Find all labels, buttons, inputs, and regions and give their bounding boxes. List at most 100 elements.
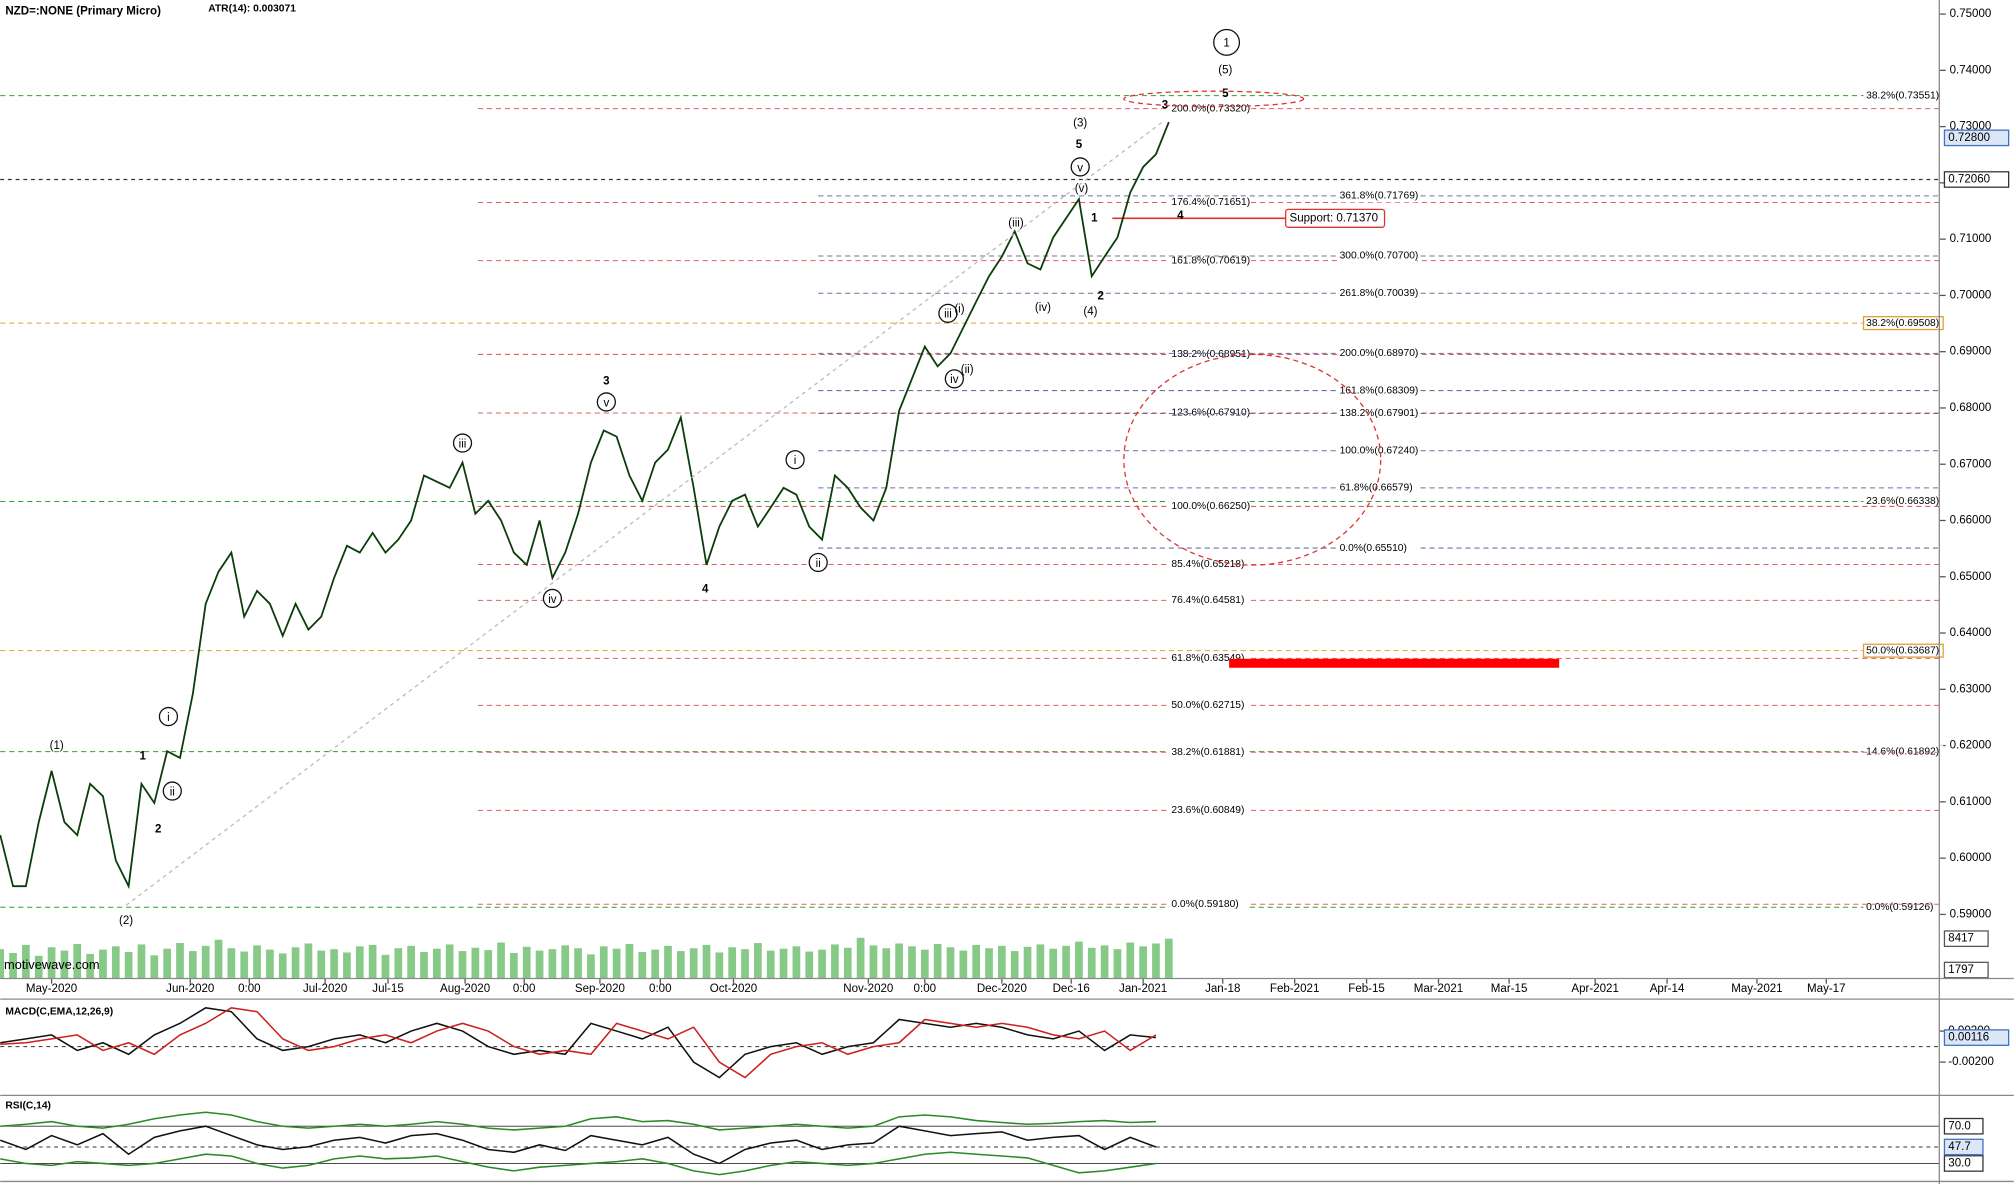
target-ellipse [1123,353,1382,566]
fib-label-bg [1337,346,1417,360]
volume-bar [574,948,582,979]
volume-bar [638,952,647,979]
volume-tick-label: 8417 [1948,933,1974,945]
wave-label: i [794,455,797,467]
volume-bar [664,945,672,979]
wave-label: 1 [140,750,147,762]
fib-label: 50.0%(0.63687) [1866,645,1939,656]
volume-bar [599,946,608,979]
volume-bar [266,949,274,979]
fib-label-bg [1862,316,1944,331]
wave-label: 5 [1222,88,1229,100]
panel-title: MACD(C,EMA,12,26,9) [5,1007,113,1018]
support-box [1285,208,1386,228]
volume-bar [805,951,814,979]
volume-bar [561,945,570,979]
fib-label-bg [1863,89,1944,103]
fib-label: 138.2%(0.67901) [1340,408,1419,419]
wave-circle [808,552,828,573]
fib-label-bg [1168,558,1249,571]
wave-label: iv [950,374,959,386]
volume-bar [34,955,43,979]
wave-label: 5 [1076,139,1083,151]
fib-label-bg [1863,495,1944,508]
wave-label: (4) [1083,306,1097,318]
indicator-line [0,1151,1157,1176]
x-tick-label: Nov-2020 [843,983,893,995]
volume-bar [625,943,634,979]
wave-label: 2 [1098,291,1104,303]
wave-label: 2 [155,824,161,836]
volume-bar [330,949,338,979]
fib-label-bg [1337,189,1417,203]
volume-bar [779,948,788,979]
fib-label: 0.0%(0.59180) [1171,899,1238,910]
x-tick-label: Feb-15 [1348,983,1385,995]
wave-label: (i) [954,304,964,316]
volume-bar [445,944,454,979]
fib-label-bg [1168,593,1249,607]
fib-label: 176.4%(0.71651) [1171,197,1250,208]
volume-bar [548,949,557,979]
x-tick-label: 0:00 [914,983,936,995]
target-zone [1229,658,1560,668]
volume-bar [1139,946,1147,979]
volume-bar [612,948,621,979]
y-tick-label: 0.69000 [1950,346,1992,358]
fib-label: 300.0%(0.70700) [1340,251,1419,262]
wave-circle [158,706,179,727]
volume-bar [1126,942,1135,979]
wave-label: v [603,397,609,409]
volume-bar [214,939,223,979]
volume-bar [895,943,903,979]
wave-circle [938,303,958,323]
fib-label: 0.0%(0.65510) [1340,543,1407,554]
fib-label-bg [1863,745,1944,759]
volume-bar [792,946,801,979]
volume-bar [1075,941,1083,979]
volume-bar [882,948,891,979]
target-ellipse [1123,90,1305,108]
volume-bar [47,947,56,979]
volume-bar [587,954,595,979]
price-line [0,121,1170,890]
volume-bar [471,947,480,979]
fib-label: 361.8%(0.71769) [1340,191,1419,202]
panel-title: RSI(C,14) [5,1100,51,1111]
wave-label: 4 [1177,210,1184,222]
x-tick-label: Jan-18 [1205,983,1240,995]
wave-label: iii [944,309,952,321]
volume-bar [1152,943,1160,979]
volume-bar [381,954,390,979]
wave-circle [1213,28,1241,56]
volume-bar [843,947,852,979]
wave-circle [162,781,182,801]
y-tick-label: 0.60000 [1950,852,1992,864]
volume-bar [754,943,762,979]
wave-label: 1 [1223,38,1229,50]
volume-bar [920,949,929,979]
last-value-label: 0.00116 [1948,1032,1989,1044]
x-tick-label: Apr-14 [1650,983,1685,995]
volume-bar [163,948,172,979]
volume-bar [535,950,544,979]
indicator-line [0,1007,1157,1079]
wave-label: 4 [702,583,709,595]
y-tick-label: 0.63000 [1950,683,1992,695]
wave-circle [542,588,563,609]
volume-bar [1036,944,1045,979]
fib-label: 0.0%(0.59126) [1866,902,1933,913]
x-tick-label: Mar-2021 [1414,983,1463,995]
volume-tick-box [1943,961,1989,979]
fib-label: 61.8%(0.63549) [1171,653,1244,664]
wave-label: (iv) [1035,302,1051,314]
fib-label: 138.2%(0.68951) [1171,349,1250,360]
y-tick-label: 0.59000 [1950,908,1992,920]
wave-label: v [1077,162,1083,174]
volume-bar [818,949,826,979]
volume-bar [497,942,505,979]
wave-circle [944,369,964,389]
fib-label: 38.2%(0.69508) [1866,318,1939,329]
x-tick-label: Feb-2021 [1270,983,1319,995]
